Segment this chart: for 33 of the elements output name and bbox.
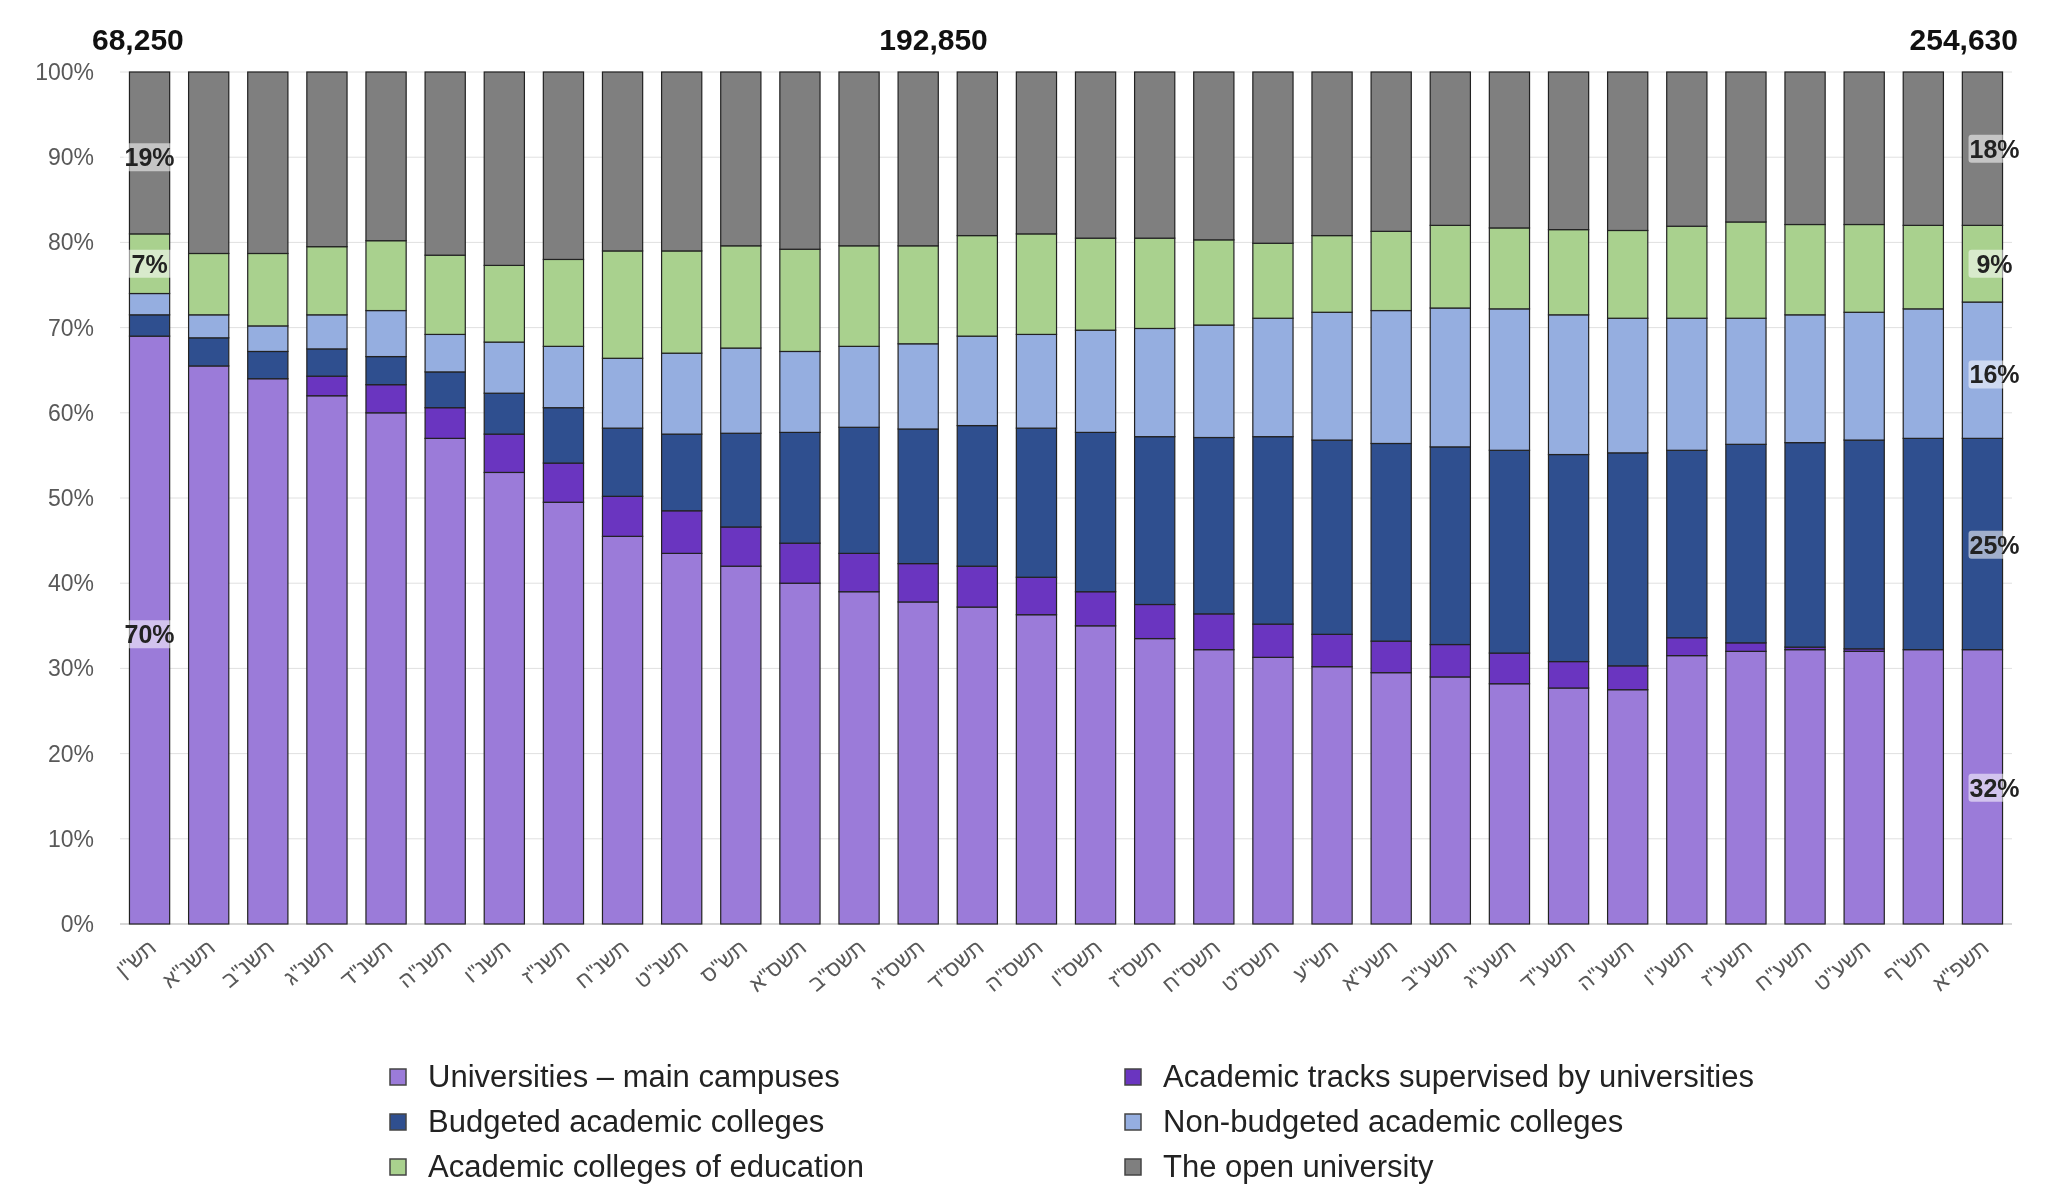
annotation: 9% xyxy=(1976,249,2013,278)
y-tick-label: 90% xyxy=(47,144,94,171)
text: 192,850 xyxy=(879,23,988,56)
y-tick-label: 80% xyxy=(47,229,94,256)
y-tick-label: 70% xyxy=(47,314,94,341)
bar xyxy=(1784,649,1826,925)
annotation: 19% xyxy=(124,143,175,172)
legend-label: Academic colleges of education xyxy=(428,1149,864,1184)
y-tick-label: 30% xyxy=(47,655,94,682)
y-tick-label: 100% xyxy=(35,59,94,85)
y-tick-label: 50% xyxy=(47,485,94,511)
y-tick-label: 40% xyxy=(47,570,94,597)
bar xyxy=(1843,650,1885,925)
y-tick-label: 0% xyxy=(60,911,94,937)
annotation: 18% xyxy=(1969,134,2020,163)
legend-label: Academic tracks supervised by universities xyxy=(1163,1059,1754,1094)
x-tick-label: תשס"ו xyxy=(1045,934,1107,992)
legend-label: The open university xyxy=(1163,1149,1435,1184)
annotation: 32% xyxy=(1969,773,2020,802)
y-tick-label: 20% xyxy=(47,740,94,767)
x-tick-label: תשע"ו xyxy=(1638,934,1699,991)
x-tick-label: תשנ"ו xyxy=(458,934,516,988)
legend-label: Non-budgeted academic colleges xyxy=(1163,1104,1624,1139)
annotation: 16% xyxy=(1969,360,2020,389)
annotation: 7% xyxy=(131,249,168,278)
x-tick-label: תשע"ג xyxy=(1458,934,1521,993)
y-tick-label: 10% xyxy=(47,825,94,852)
annotation: 70% xyxy=(124,620,175,649)
legend-label: Budgeted academic colleges xyxy=(428,1104,825,1139)
y-tick-label: 60% xyxy=(47,399,94,426)
text: 68,250 xyxy=(92,23,184,56)
legend-label: Universities – main campuses xyxy=(428,1059,840,1094)
text: 254,630 xyxy=(1909,23,2018,56)
